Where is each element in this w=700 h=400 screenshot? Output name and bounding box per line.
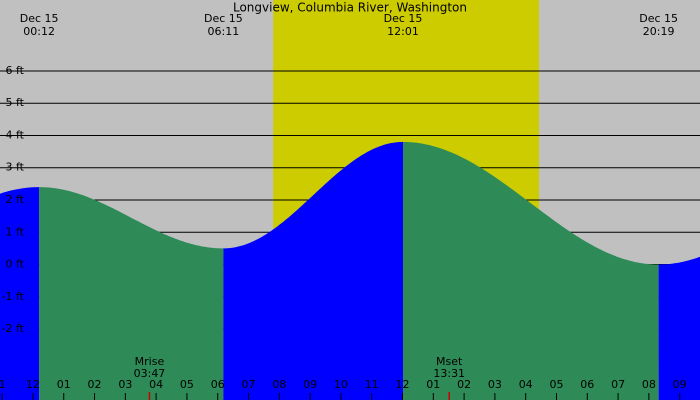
y-tick-label: 0 ft [6, 258, 25, 271]
y-tick-label: 2 ft [6, 193, 25, 206]
x-tick-label: 08 [642, 378, 656, 391]
chart-title: Longview, Columbia River, Washington [233, 1, 467, 15]
extreme-time: 06:11 [208, 25, 240, 38]
moon-label: Mset [436, 355, 463, 368]
x-tick-label: 05 [549, 378, 563, 391]
x-tick-label: 12 [26, 378, 40, 391]
x-tick-label: 10 [334, 378, 348, 391]
extreme-time: 20:19 [643, 25, 675, 38]
extreme-date: Dec 15 [639, 12, 678, 25]
rising-tide [658, 256, 700, 400]
x-tick-label: 07 [242, 378, 256, 391]
y-tick-label: 6 ft [6, 64, 25, 77]
extreme-date: Dec 15 [384, 12, 423, 25]
x-tick-label: 11 [365, 378, 379, 391]
y-tick-label: 4 ft [6, 128, 25, 141]
x-tick-label: 02 [88, 378, 102, 391]
extreme-time: 00:12 [23, 25, 55, 38]
x-tick-label: 01 [57, 378, 71, 391]
moon-time: 03:47 [134, 367, 166, 380]
rising-tide [223, 141, 404, 400]
y-tick-label: 3 ft [6, 161, 25, 174]
x-tick-label: 06 [211, 378, 225, 391]
extreme-date: Dec 15 [20, 12, 59, 25]
x-tick-label: 04 [149, 378, 163, 391]
x-tick-label: 09 [303, 378, 317, 391]
x-tick-label: 03 [118, 378, 132, 391]
x-tick-label: 09 [673, 378, 687, 391]
y-tick-label: -2 ft [2, 322, 25, 335]
x-tick-label: 06 [580, 378, 594, 391]
x-tick-label: 1 [0, 378, 6, 391]
x-tick-label: 02 [457, 378, 471, 391]
x-tick-label: 05 [180, 378, 194, 391]
rising-tide [0, 187, 40, 400]
y-tick-label: 1 ft [6, 225, 25, 238]
x-tick-label: 04 [519, 378, 533, 391]
moon-label: Mrise [135, 355, 165, 368]
x-tick-label: 08 [272, 378, 286, 391]
extreme-time: 12:01 [387, 25, 419, 38]
moon-time: 13:31 [433, 367, 465, 380]
x-tick-label: 07 [611, 378, 625, 391]
y-tick-label: 5 ft [6, 96, 25, 109]
x-tick-label: 12 [396, 378, 410, 391]
y-tick-label: -1 ft [2, 290, 25, 303]
extreme-date: Dec 15 [204, 12, 243, 25]
falling-tide [39, 187, 224, 400]
x-tick-label: 01 [426, 378, 440, 391]
falling-tide [403, 141, 659, 400]
x-tick-label: 03 [488, 378, 502, 391]
